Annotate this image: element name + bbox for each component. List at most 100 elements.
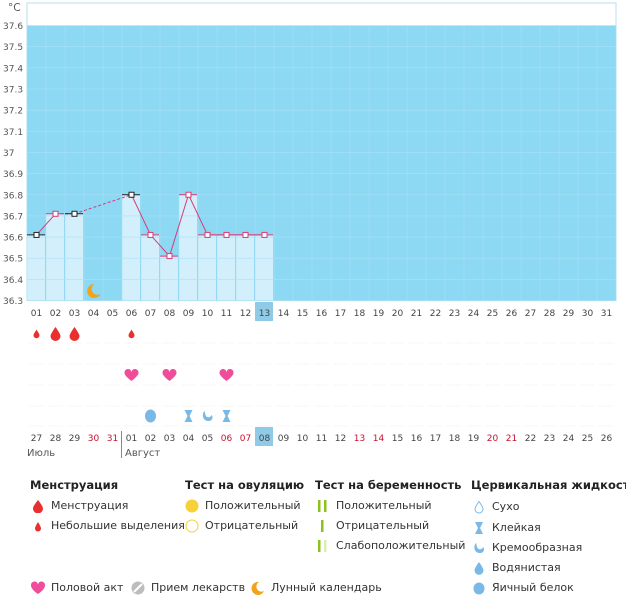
legend-item-creamy: Кремообразная: [492, 541, 583, 554]
temperature-point: [147, 231, 154, 238]
calendar-date-label: 28: [50, 434, 62, 444]
y-tick-label: 37: [3, 149, 14, 159]
calendar-date-label: 18: [449, 434, 461, 444]
temperature-line: [150, 234, 170, 257]
current-date-highlight: [255, 427, 273, 446]
legend-item-menstruation: Менструация: [51, 499, 129, 512]
calendar-date-label: 31: [107, 434, 118, 444]
legend-item-pregnancy-positive: Положительный: [336, 499, 432, 512]
calendar-date-label: 13: [354, 434, 365, 444]
small-drop-icon: [35, 522, 41, 532]
calendar-date-label: 24: [563, 434, 575, 444]
sticky-icon: [184, 410, 193, 422]
legend-item-pregnancy-negative: Отрицательный: [336, 519, 430, 532]
moon-icon: [251, 581, 264, 595]
temperature-bar: [141, 234, 159, 301]
calendar-date-label: 21: [506, 434, 517, 444]
legend-title-ovulation: Тест на овуляцию: [185, 478, 305, 492]
cycle-day-label: 16: [316, 309, 328, 319]
legend-item-intercourse: Половой акт: [51, 581, 124, 594]
calendar-date-label: 30: [88, 434, 100, 444]
cycle-day-label: 02: [50, 309, 61, 319]
month-label: Июль: [27, 448, 55, 459]
cycle-day-label: 17: [335, 309, 346, 319]
y-tick-label: 36.3: [3, 297, 23, 307]
legend-item-pregnancy-faint: Слабоположительный: [336, 539, 466, 552]
calendar-date-label: 29: [69, 434, 81, 444]
legend-item-ovulation-negative: Отрицательный: [205, 519, 299, 532]
sticky-icon: [475, 522, 483, 534]
legend-item-watery: Водянистая: [492, 561, 561, 574]
temperature-point: [33, 231, 40, 238]
calendar-date-label: 14: [373, 434, 385, 444]
temperature-bar: [198, 234, 216, 301]
cycle-day-label: 22: [430, 309, 441, 319]
calendar-date-label: 06: [221, 434, 233, 444]
temperature-bar: [27, 234, 45, 301]
temperature-point: [242, 231, 249, 238]
legend-item-lunar: Лунный календарь: [271, 581, 382, 594]
y-tick-label: 37.4: [3, 64, 23, 74]
cycle-day-label: 04: [88, 309, 100, 319]
cycle-day-label: 26: [506, 309, 518, 319]
temperature-point: [71, 210, 78, 217]
cycle-day-label: 08: [164, 309, 176, 319]
cycle-day-label: 14: [278, 309, 290, 319]
cycle-day-label: 05: [107, 309, 118, 319]
blood-drop-icon: [69, 327, 80, 342]
cycle-day-label: 18: [354, 309, 366, 319]
temperature-bar: [255, 234, 273, 301]
temperature-bar: [122, 194, 140, 301]
temperature-line: [131, 194, 151, 236]
legend-title-cervical: Цервикальная жидкость: [471, 478, 626, 492]
cycle-day-label: 01: [31, 309, 42, 319]
egg-white-icon: [145, 409, 156, 423]
y-tick-label: 37.2: [3, 107, 23, 117]
calendar-date-label: 09: [278, 434, 290, 444]
month-label: Август: [125, 448, 160, 459]
cycle-day-label: 12: [240, 309, 251, 319]
calendar-date-label: 10: [297, 434, 309, 444]
pregnancy-positive-icon: [318, 500, 327, 512]
legend: Менструация Менструация Небольшие выделе…: [0, 478, 626, 595]
temperature-line: [36, 213, 56, 236]
temperature-point: [261, 231, 268, 238]
pregnancy-negative-icon: [321, 520, 324, 532]
legend-title-pregnancy: Тест на беременность: [315, 478, 462, 492]
temperature-line: [188, 194, 208, 236]
calendar-date-label: 23: [544, 434, 555, 444]
temperature-bar: [160, 256, 178, 301]
calendar-date-label: 22: [525, 434, 536, 444]
cycle-day-label: 15: [297, 309, 308, 319]
calendar-date-label: 11: [316, 434, 327, 444]
cycle-day-label: 07: [145, 309, 156, 319]
calendar-date-label: 17: [430, 434, 441, 444]
creamy-icon: [474, 543, 484, 553]
cycle-day-label: 29: [563, 309, 575, 319]
egg-white-icon: [473, 582, 485, 595]
legend-title-menstruation: Менструация: [30, 478, 119, 492]
temperature-point: [128, 191, 135, 198]
cycle-day-label: 30: [582, 309, 594, 319]
blood-drop-icon: [33, 329, 40, 339]
ovulation-positive-icon: [185, 499, 199, 513]
cycle-day-label: 21: [411, 309, 422, 319]
cycle-day-label: 28: [544, 309, 556, 319]
creamy-icon: [202, 411, 213, 421]
y-tick-label: 36.7: [3, 212, 23, 222]
y-tick-label: 36.6: [3, 234, 23, 244]
cycle-day-label: 19: [373, 309, 385, 319]
y-tick-label: 37.3: [3, 86, 23, 96]
temperature-point: [52, 210, 59, 217]
heart-icon: [124, 368, 139, 381]
heart-icon: [162, 368, 177, 381]
y-tick-label: 36.4: [3, 276, 23, 286]
legend-item-dry: Сухо: [492, 500, 520, 513]
calendar-date-label: 16: [411, 434, 423, 444]
dry-icon: [474, 500, 484, 514]
calendar-date-label: 04: [183, 434, 195, 444]
calendar-date-label: 05: [202, 434, 213, 444]
temperature-point: [223, 231, 230, 238]
y-tick-label: 36.8: [3, 191, 23, 201]
blood-drop-icon: [50, 327, 61, 342]
